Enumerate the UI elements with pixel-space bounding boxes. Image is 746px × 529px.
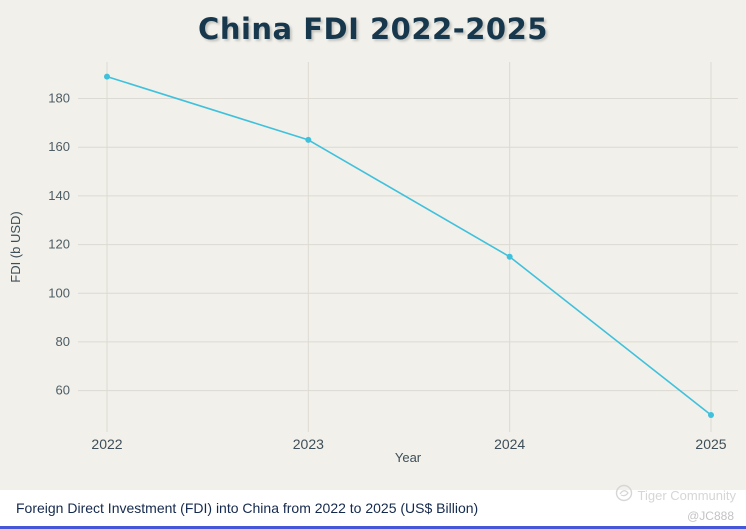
data-point [708, 411, 714, 418]
x-tick-label: 2025 [695, 436, 726, 452]
data-point [305, 136, 312, 143]
data-point [506, 253, 513, 260]
x-tick-label: 2024 [494, 436, 525, 452]
caption-bar: Foreign Direct Investment (FDI) into Chi… [0, 490, 746, 529]
tiger-logo-icon [615, 484, 633, 507]
y-tick-label: 60 [56, 383, 70, 398]
x-tick-label: 2022 [91, 436, 122, 452]
x-tick-label: 2023 [293, 436, 324, 452]
y-tick-label: 160 [48, 139, 70, 154]
y-axis-label: FDI (b USD) [8, 211, 23, 283]
fdi-line-chart: Year FDI (b USD) 60 80 100 120 140 160 180 2022… [8, 62, 738, 465]
data-point [104, 73, 110, 80]
watermark: Tiger Community @JC888 [615, 484, 736, 523]
y-tick-label: 100 [48, 285, 70, 300]
fdi-series-line [106, 75, 712, 416]
y-tick-label: 80 [56, 334, 70, 349]
watermark-user: @JC888 [687, 509, 734, 523]
y-tick-label: 180 [48, 91, 70, 106]
chart-caption: Foreign Direct Investment (FDI) into Chi… [16, 500, 479, 516]
chart-title: China FDI 2022-2025 [198, 12, 548, 46]
y-tick-label: 140 [48, 188, 70, 203]
x-axis-label: Year [395, 450, 422, 465]
y-tick-label: 120 [48, 237, 70, 252]
watermark-brand: Tiger Community [637, 488, 736, 503]
